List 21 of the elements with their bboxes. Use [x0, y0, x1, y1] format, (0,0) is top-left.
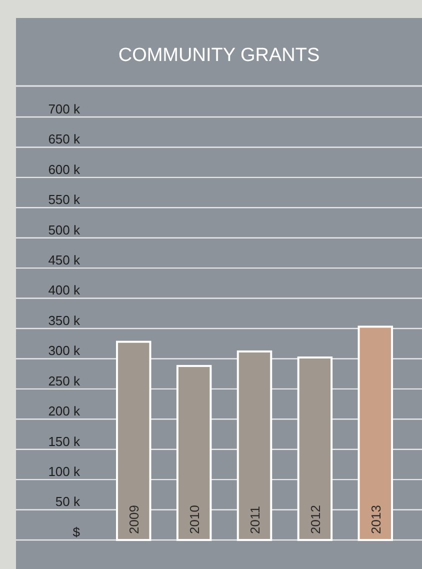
x-tick-label: 2012: [308, 505, 323, 534]
chart-title: COMMUNITY GRANTS: [118, 45, 320, 66]
y-tick-label: 600 k: [48, 162, 80, 177]
y-tick-label: 550 k: [48, 192, 80, 208]
y-tick-label: 700 k: [48, 101, 80, 116]
y-tick-label: 300 k: [48, 343, 80, 358]
y-tick-label: 350 k: [48, 312, 80, 328]
x-tick-label: 2010: [187, 505, 202, 534]
y-tick-label: 50 k: [55, 494, 80, 510]
x-tick-label: 2009: [126, 505, 142, 534]
y-tick-label: 400 k: [48, 282, 80, 298]
y-tick-label: 450 k: [48, 252, 80, 268]
y-tick-label: 200 k: [48, 404, 80, 419]
y-tick-label: 500 k: [48, 222, 80, 238]
y-tick-label: $: [72, 524, 81, 540]
y-tick-label: 250 k: [48, 373, 80, 388]
y-tick-label: 150 k: [48, 434, 80, 449]
x-tick-label: 2013: [368, 505, 384, 534]
y-tick-label: 100 k: [48, 464, 80, 480]
y-tick-label: 650 k: [48, 132, 80, 147]
x-tick-label: 2011: [248, 506, 262, 534]
